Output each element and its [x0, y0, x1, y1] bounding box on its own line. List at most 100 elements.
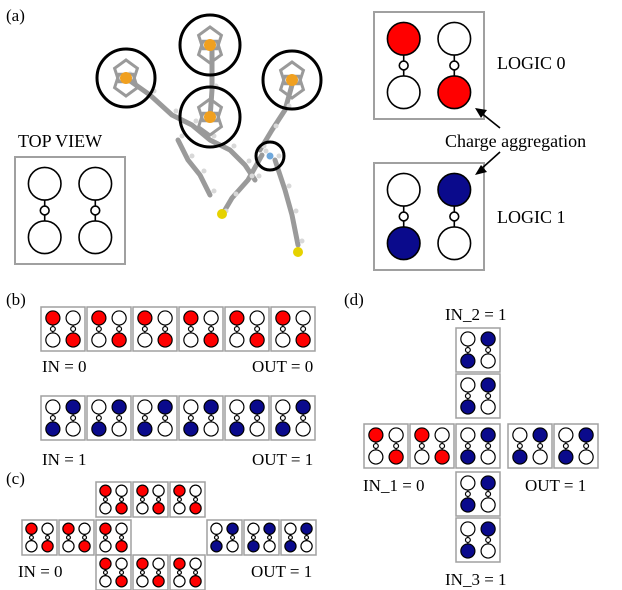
dot-bottom-left	[460, 399, 476, 415]
dot-bottom-left	[137, 421, 153, 437]
hydrogen-atom	[189, 153, 195, 159]
arrow-head-logic1	[475, 165, 487, 175]
panel-c-left-cell	[58, 519, 95, 556]
wire0-out-label: OUT = 0	[252, 357, 314, 376]
dot-top-right	[115, 522, 128, 535]
cell-junction	[102, 534, 108, 541]
panel-d-right-cell	[553, 423, 599, 469]
dot-top-left	[99, 557, 112, 570]
cell-junction	[70, 325, 77, 333]
cell-junction	[193, 569, 199, 576]
dot-bottom-right	[65, 421, 81, 437]
cell-junction	[187, 325, 194, 333]
wire0-cell	[178, 306, 224, 352]
panel-d-bottom-cell	[455, 471, 501, 517]
hydrogen-atom	[179, 133, 185, 139]
dot-bottom-left	[368, 449, 384, 465]
cell-junction	[250, 534, 256, 541]
cell-junction	[119, 569, 125, 576]
dot-bottom-left	[45, 332, 61, 348]
dot-top-left	[136, 557, 149, 570]
dot-top-right	[480, 521, 496, 537]
panel-c-bottom-cell	[132, 554, 169, 590]
dot-bottom-right	[578, 449, 594, 465]
panel-c-right-cell	[206, 519, 243, 556]
dot-bottom-right	[157, 332, 173, 348]
arrow-head-logic0	[475, 108, 487, 118]
hydrogen-atom	[249, 173, 255, 179]
wire1-in-label: IN = 1	[42, 450, 87, 469]
dot-top-left	[284, 522, 297, 535]
logic0-cell	[373, 11, 485, 120]
dot-top-right	[249, 399, 265, 415]
dot-bottom-left	[45, 421, 61, 437]
cell-junction	[156, 496, 162, 503]
panel-c-bottom-cell	[169, 554, 206, 590]
dot-top-right	[480, 377, 496, 393]
dot-top-right	[115, 484, 128, 497]
dot-top-right	[226, 522, 239, 535]
panel-c-bottom-cell	[95, 554, 132, 590]
cell-junction	[119, 496, 125, 503]
dot-top-right	[152, 484, 165, 497]
dot-bottom-right	[78, 540, 91, 553]
panel-d-label: (d)	[344, 290, 364, 309]
dot-top-right	[480, 475, 496, 491]
dot-bottom-left	[173, 502, 186, 515]
dot-bottom-right	[249, 421, 265, 437]
cell-junction	[39, 205, 50, 216]
molecule-illustration	[95, 13, 323, 257]
dot-bottom-left	[99, 502, 112, 515]
dot-bottom-right	[189, 502, 202, 515]
molecule-highlight-circle	[254, 140, 286, 172]
dot-bottom-right	[152, 502, 165, 515]
cell-junction	[45, 534, 51, 541]
wire1-out-label: OUT = 1	[252, 450, 314, 469]
logic1-label: LOGIC 1	[497, 207, 566, 227]
cell-junction	[562, 442, 569, 450]
logic0-label: LOGIC 0	[497, 53, 566, 73]
cell-junction	[162, 325, 169, 333]
dot-top-right	[41, 522, 54, 535]
dot-bottom-right	[388, 449, 404, 465]
panel-c-top-cell	[132, 481, 169, 518]
dot-top-left	[460, 331, 476, 347]
dot-top-left	[136, 484, 149, 497]
dot-top-left	[275, 399, 291, 415]
dot-top-left	[25, 522, 38, 535]
hydrogen-atom	[211, 188, 217, 194]
molecule-highlight-circle	[261, 49, 323, 111]
wire1-cell	[270, 395, 316, 441]
dot-bottom-right	[111, 332, 127, 348]
hydrogen-atom	[193, 118, 199, 124]
dot-bottom-right	[437, 226, 472, 261]
iron-atom	[204, 111, 216, 123]
dot-bottom-right	[295, 421, 311, 437]
dot-bottom-left	[460, 353, 476, 369]
dot-top-right	[115, 557, 128, 570]
dot-bottom-right	[295, 332, 311, 348]
wire0-cell	[132, 306, 178, 352]
dot-bottom-right	[189, 575, 202, 588]
dot-bottom-right	[480, 399, 496, 415]
cell-junction	[49, 414, 56, 422]
dot-top-left	[99, 484, 112, 497]
panel-d-in1-label: IN_1 = 0	[363, 476, 425, 495]
wire0-in-label: IN = 0	[42, 357, 87, 376]
molecule-chain	[175, 137, 213, 198]
dot-bottom-right	[480, 543, 496, 559]
dot-bottom-right	[263, 540, 276, 553]
hydrogen-atom	[286, 183, 292, 189]
dot-top-right	[189, 484, 202, 497]
wire1-cell	[224, 395, 270, 441]
dot-top-right	[295, 399, 311, 415]
small-cells-layer	[21, 306, 599, 590]
cell-junction	[187, 414, 194, 422]
cell-junction	[193, 496, 199, 503]
dot-top-right	[263, 522, 276, 535]
cell-junction	[95, 325, 102, 333]
cell-junction	[141, 325, 148, 333]
cell-junction	[102, 569, 108, 576]
cell-junction	[176, 569, 182, 576]
